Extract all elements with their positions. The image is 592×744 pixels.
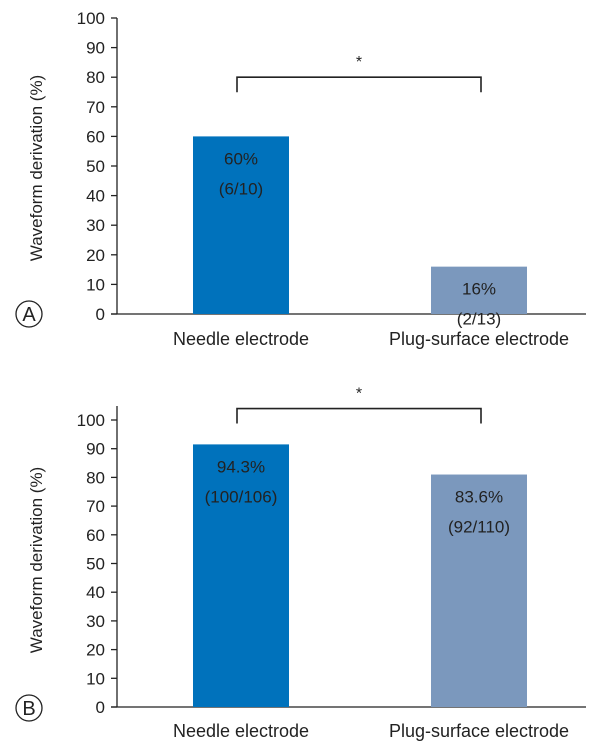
panel-letter: B — [22, 698, 35, 720]
y-tick-label: 100 — [77, 411, 105, 430]
significance-marker: * — [356, 386, 362, 403]
bar-needle — [193, 136, 289, 314]
bar-count-label: (6/10) — [219, 179, 263, 198]
y-tick-label: 60 — [86, 127, 105, 146]
y-tick-label: 70 — [86, 497, 105, 516]
category-label: Plug-surface electrode — [389, 721, 569, 741]
y-tick-label: 0 — [96, 305, 105, 324]
bar-count-label: (100/106) — [205, 487, 278, 506]
bar-count-label: (92/110) — [448, 518, 510, 537]
y-tick-label: 40 — [86, 187, 105, 206]
y-tick-label: 10 — [86, 275, 105, 294]
category-label: Needle electrode — [173, 329, 309, 349]
y-axis-title: Waveform derivation (%) — [27, 75, 46, 261]
y-tick-label: 100 — [77, 9, 105, 28]
bar-value-label: 83.6% — [455, 488, 503, 507]
chart-panel-b: 0 10 20 30 40 50 60 70 80 90 100 Waveform derivatio… — [15, 386, 586, 741]
bar-plug-surface — [431, 474, 527, 707]
panel-letter-circle — [15, 300, 43, 328]
bar-plug-surface — [431, 266, 527, 314]
panel-letter: A — [22, 304, 36, 326]
bar-value-label: 60% — [224, 149, 258, 168]
y-tick-label: 20 — [86, 246, 105, 265]
bar-value-label: 94.3% — [217, 457, 265, 476]
y-tick-label: 80 — [86, 68, 105, 87]
significance-bracket — [236, 407, 482, 424]
bar-value-label: 16% — [462, 280, 496, 299]
y-tick-label: 60 — [86, 526, 105, 545]
bar-needle — [193, 444, 289, 707]
y-tick-label: 40 — [86, 583, 105, 602]
bar-count-label: (2/13) — [457, 310, 501, 329]
significance-marker: * — [356, 54, 362, 71]
category-label: Needle electrode — [173, 721, 309, 741]
significance-bracket — [236, 76, 482, 93]
category-label: Plug-surface electrode — [389, 329, 569, 349]
y-tick-label: 30 — [86, 216, 105, 235]
y-tick-label: 90 — [86, 440, 105, 459]
y-tick-label: 30 — [86, 612, 105, 631]
y-tick-label: 20 — [86, 641, 105, 660]
y-tick-label: 50 — [86, 555, 105, 574]
y-tick-label: 50 — [86, 157, 105, 176]
y-tick-label: 10 — [86, 669, 105, 688]
y-axis-title: Waveform derivation (%) — [27, 467, 46, 653]
y-tick-label: 0 — [96, 698, 105, 717]
panel-letter-circle — [15, 694, 43, 722]
chart-panel-a: 0 10 20 30 40 50 60 70 80 90 100 Waveform derivatio… — [15, 9, 586, 349]
y-tick-label: 70 — [86, 98, 105, 117]
y-tick-label: 90 — [86, 39, 105, 58]
y-tick-label: 80 — [86, 468, 105, 487]
